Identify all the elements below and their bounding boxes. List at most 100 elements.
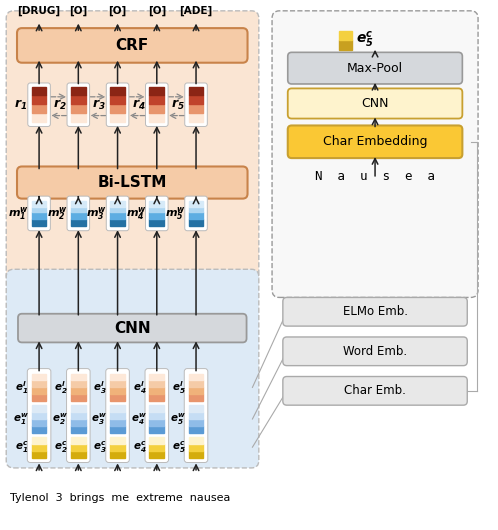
- Bar: [32, 95, 46, 104]
- Bar: [149, 207, 164, 213]
- FancyBboxPatch shape: [283, 376, 467, 405]
- Text: $\bfit{m}_1^w$: $\bfit{m}_1^w$: [8, 205, 29, 222]
- Bar: [110, 87, 125, 95]
- Bar: [189, 412, 203, 419]
- Bar: [71, 95, 86, 104]
- Bar: [189, 387, 203, 394]
- Bar: [189, 113, 203, 122]
- Text: $\bfit{r}_2$: $\bfit{r}_2$: [53, 98, 67, 112]
- Text: Bi-LSTM: Bi-LSTM: [98, 175, 167, 190]
- Bar: [110, 437, 125, 444]
- Bar: [32, 219, 46, 226]
- Text: CNN: CNN: [114, 321, 150, 335]
- FancyBboxPatch shape: [185, 196, 207, 231]
- FancyBboxPatch shape: [288, 126, 462, 158]
- Bar: [71, 213, 86, 219]
- Bar: [149, 374, 164, 381]
- Bar: [71, 450, 86, 457]
- FancyBboxPatch shape: [288, 89, 462, 119]
- Bar: [339, 31, 352, 40]
- FancyBboxPatch shape: [283, 337, 467, 366]
- Bar: [32, 394, 46, 401]
- Bar: [189, 104, 203, 113]
- FancyBboxPatch shape: [67, 196, 90, 231]
- FancyBboxPatch shape: [106, 368, 129, 463]
- Text: CNN: CNN: [362, 97, 389, 110]
- Bar: [32, 104, 46, 113]
- Text: $\bfit{r}_5$: $\bfit{r}_5$: [171, 98, 185, 112]
- Text: $\bfit{e}_4^c$: $\bfit{e}_4^c$: [133, 439, 146, 455]
- Bar: [71, 437, 86, 444]
- Text: [O]: [O]: [69, 5, 88, 16]
- Bar: [149, 405, 164, 412]
- Text: Char Emb.: Char Emb.: [344, 384, 406, 398]
- FancyBboxPatch shape: [185, 83, 207, 127]
- Bar: [189, 213, 203, 219]
- Bar: [189, 394, 203, 401]
- Bar: [32, 387, 46, 394]
- FancyBboxPatch shape: [272, 11, 478, 297]
- Text: $\bfit{r}_1$: $\bfit{r}_1$: [14, 98, 28, 112]
- FancyBboxPatch shape: [106, 83, 129, 127]
- Bar: [71, 87, 86, 95]
- FancyBboxPatch shape: [17, 166, 248, 199]
- Bar: [71, 200, 86, 207]
- Bar: [149, 213, 164, 219]
- Bar: [189, 219, 203, 226]
- Bar: [149, 437, 164, 444]
- Text: [O]: [O]: [109, 5, 126, 16]
- Bar: [71, 374, 86, 381]
- Bar: [110, 104, 125, 113]
- Bar: [149, 412, 164, 419]
- FancyBboxPatch shape: [184, 368, 208, 463]
- Bar: [149, 95, 164, 104]
- Bar: [110, 426, 125, 433]
- Bar: [189, 381, 203, 387]
- FancyBboxPatch shape: [17, 28, 248, 63]
- Bar: [149, 419, 164, 426]
- Bar: [71, 394, 86, 401]
- Text: $\bfit{e}_3^w$: $\bfit{e}_3^w$: [92, 411, 107, 427]
- Bar: [32, 426, 46, 433]
- Bar: [110, 381, 125, 387]
- Bar: [71, 405, 86, 412]
- Bar: [189, 95, 203, 104]
- FancyBboxPatch shape: [67, 83, 90, 127]
- Bar: [149, 104, 164, 113]
- Bar: [110, 412, 125, 419]
- Text: ELMo Emb.: ELMo Emb.: [343, 305, 407, 319]
- Text: N  a  u  s  e  a: N a u s e a: [315, 170, 435, 183]
- Text: $\bfit{e}_1^l$: $\bfit{e}_1^l$: [15, 379, 29, 396]
- Bar: [110, 450, 125, 457]
- Bar: [32, 374, 46, 381]
- Bar: [149, 450, 164, 457]
- FancyBboxPatch shape: [18, 314, 247, 342]
- Text: Tylenol  3  brings  me  extreme  nausea: Tylenol 3 brings me extreme nausea: [9, 492, 230, 502]
- Bar: [32, 450, 46, 457]
- Text: $\bfit{e}_4^l$: $\bfit{e}_4^l$: [133, 379, 146, 396]
- FancyBboxPatch shape: [27, 368, 51, 463]
- Bar: [32, 381, 46, 387]
- Bar: [71, 419, 86, 426]
- Bar: [32, 213, 46, 219]
- Bar: [71, 387, 86, 394]
- Bar: [32, 200, 46, 207]
- Text: $\bfit{m}_4^w$: $\bfit{m}_4^w$: [125, 205, 146, 222]
- Bar: [110, 207, 125, 213]
- Bar: [189, 200, 203, 207]
- Bar: [71, 219, 86, 226]
- Bar: [149, 387, 164, 394]
- FancyBboxPatch shape: [145, 196, 168, 231]
- Text: [DRUG]: [DRUG]: [17, 5, 61, 16]
- FancyBboxPatch shape: [6, 11, 259, 282]
- Bar: [110, 95, 125, 104]
- Bar: [189, 374, 203, 381]
- Bar: [32, 207, 46, 213]
- FancyBboxPatch shape: [145, 368, 168, 463]
- Bar: [32, 87, 46, 95]
- Text: $\bfit{e}_5^l$: $\bfit{e}_5^l$: [172, 379, 186, 396]
- Bar: [110, 387, 125, 394]
- Bar: [32, 444, 46, 450]
- Bar: [71, 104, 86, 113]
- Bar: [149, 200, 164, 207]
